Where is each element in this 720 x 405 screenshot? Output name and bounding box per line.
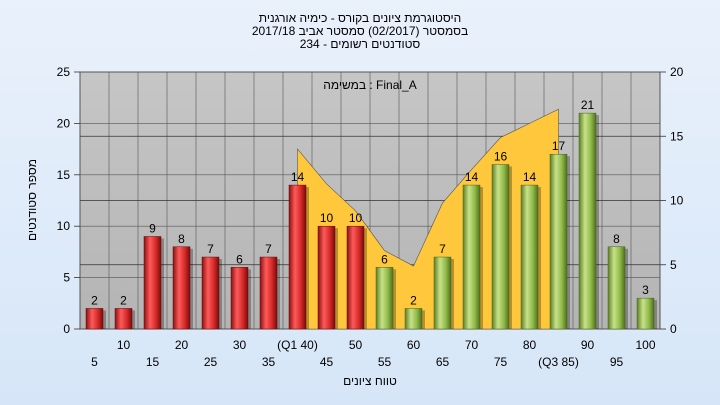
x-tick-label: 60 xyxy=(407,338,421,352)
bar-(Q1 40) xyxy=(288,184,307,330)
bar-value-label: 9 xyxy=(149,221,156,235)
data-labels: 2 2 9 8 7 6 7 14 10 10 6 2 7 14 16 14 17 21 8 3 xyxy=(91,98,649,307)
bar-(Q3 85) xyxy=(549,153,568,330)
bar-20 xyxy=(172,246,191,330)
x-tick-label: 45 xyxy=(320,355,334,369)
bar-value-label: 2 xyxy=(91,293,98,307)
x-tick-label: 50 xyxy=(349,338,363,352)
bar-10 xyxy=(114,308,133,330)
bar-value-label: 7 xyxy=(265,242,272,256)
bar-80 xyxy=(520,184,539,330)
x-tick-label: 5 xyxy=(91,355,98,369)
chart-subtitle: בסמסטר (02/2017) סמסטר אביב 2017/18 xyxy=(251,24,469,38)
y2-tick-label: 0 xyxy=(670,322,677,336)
bar-55 xyxy=(375,267,394,330)
bar-value-label: 7 xyxy=(439,242,446,256)
bar-90 xyxy=(578,112,597,330)
bar-value-label: 14 xyxy=(291,170,305,184)
x-tick-label: 25 xyxy=(204,355,218,369)
x-tick-label: 75 xyxy=(494,355,508,369)
bar-value-label: 8 xyxy=(613,232,620,246)
x-tick-label: 35 xyxy=(262,355,276,369)
bar-value-label: 17 xyxy=(552,139,566,153)
x-axis-title: טווח ציונים xyxy=(343,374,397,388)
bar-30 xyxy=(230,267,249,330)
bar-45 xyxy=(317,225,336,330)
bar-25 xyxy=(201,256,220,330)
bar-value-label: 10 xyxy=(349,211,363,225)
y-tick-label: 25 xyxy=(57,65,71,79)
y-axis-title: מספר סטודנטים xyxy=(25,159,39,241)
bar-value-label: 2 xyxy=(120,293,127,307)
x-tick-label: (Q3 85) xyxy=(538,355,579,369)
y-tick-label: 20 xyxy=(57,116,71,130)
bar-100 xyxy=(636,297,655,330)
bar-value-label: 8 xyxy=(178,232,185,246)
x-tick-label: (Q1 40) xyxy=(277,338,318,352)
x-tick-label: 10 xyxy=(117,338,131,352)
bar-50 xyxy=(346,225,365,330)
bar-15 xyxy=(143,236,162,330)
x-tick-label: 30 xyxy=(233,338,247,352)
bar-value-label: 14 xyxy=(523,170,537,184)
bar-value-label: 6 xyxy=(236,252,243,266)
y2-tick-label: 20 xyxy=(670,65,684,79)
y-tick-label: 15 xyxy=(57,168,71,182)
bar-value-label: 7 xyxy=(207,242,214,256)
y2-tick-label: 15 xyxy=(670,129,684,143)
bar-value-label: 10 xyxy=(320,211,334,225)
bar-60 xyxy=(404,308,423,330)
y-axis-ticks: 0 5 10 15 20 25 xyxy=(57,65,80,336)
x-tick-label: 100 xyxy=(635,338,655,352)
x-tick-label: 95 xyxy=(610,355,624,369)
chart-enrollment: סטודנטים רשומים - 234 xyxy=(299,37,421,51)
bar-value-label: 3 xyxy=(642,283,649,297)
x-tick-label: 65 xyxy=(436,355,450,369)
bar-70 xyxy=(462,184,481,330)
bar-75 xyxy=(491,164,510,330)
bar-value-label: 16 xyxy=(494,150,508,164)
x-tick-label: 15 xyxy=(146,355,160,369)
bar-35 xyxy=(259,256,278,330)
x-tick-label: 55 xyxy=(378,355,392,369)
y2-tick-label: 5 xyxy=(670,258,677,272)
y2-axis-ticks: 0 5 10 15 20 xyxy=(660,65,684,336)
y-tick-label: 5 xyxy=(63,271,70,285)
chart-title: היסטוגרמת ציונים בקורס - כימיה אורגנית xyxy=(258,11,462,25)
bar-value-label: 14 xyxy=(465,170,479,184)
x-tick-label: 80 xyxy=(523,338,537,352)
x-tick-label: 20 xyxy=(175,338,189,352)
bars xyxy=(85,112,657,330)
x-tick-label: 70 xyxy=(465,338,479,352)
bar-value-label: 2 xyxy=(410,293,417,307)
bar-95 xyxy=(607,246,626,330)
y-tick-label: 0 xyxy=(63,322,70,336)
y2-tick-label: 10 xyxy=(670,194,684,208)
annotation-text: במשימה : Final_A xyxy=(323,78,417,92)
bar-5 xyxy=(85,308,104,330)
x-tick-label: 90 xyxy=(581,338,595,352)
bar-value-label: 6 xyxy=(381,252,388,266)
x-axis-ticks: 5 10 15 20 25 30 35(Q1 40)45 50 55 60 65 70 75 80(Q3 … xyxy=(91,338,656,369)
y-tick-label: 10 xyxy=(57,219,71,233)
bar-65 xyxy=(433,256,452,330)
bar-value-label: 21 xyxy=(581,98,595,112)
